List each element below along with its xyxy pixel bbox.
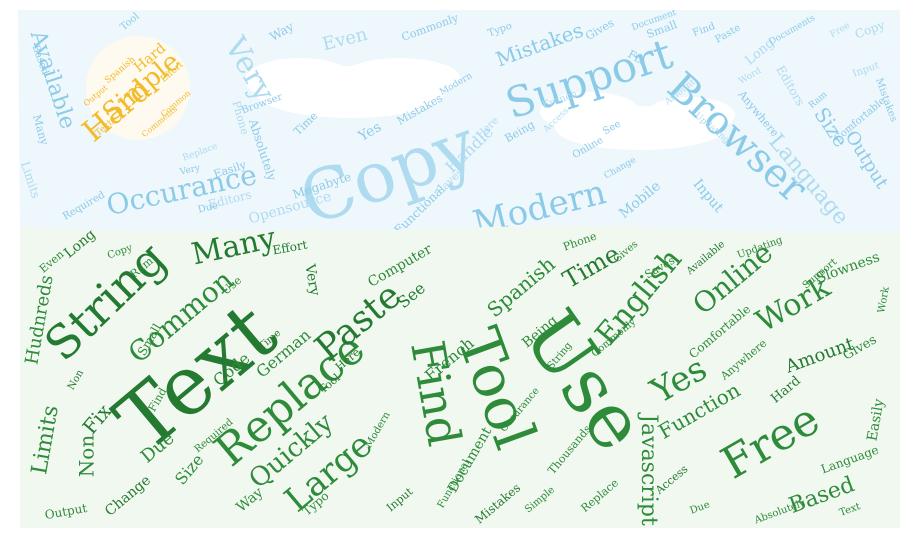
cloud-right [540, 92, 735, 150]
grass-word: Very [301, 262, 322, 297]
sky-word: Very [178, 163, 202, 177]
grass-word: Work [876, 285, 892, 314]
grass-word: Javascript [636, 412, 661, 526]
cloud-left [245, 58, 460, 118]
sky-region [18, 10, 900, 234]
grass-word: Effort [271, 238, 308, 258]
grass-region [20, 225, 900, 528]
sky-word: Due [197, 200, 220, 216]
grass-word: Easily [864, 398, 887, 443]
sun-disc [86, 36, 190, 140]
grass-word: Non [75, 435, 99, 478]
